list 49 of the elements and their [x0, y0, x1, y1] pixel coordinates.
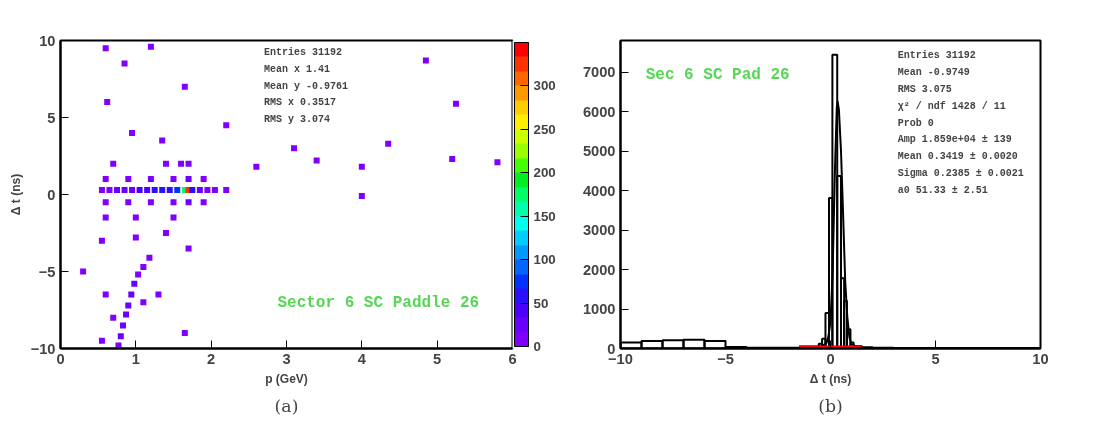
annotation: Entries 31192 — [897, 49, 976, 61]
y-tick-label: 5000 — [582, 143, 616, 160]
color-bar-label: 100 — [533, 252, 556, 268]
annotation: Sector 6 SC Paddle 26 — [277, 293, 480, 312]
color-bar-label: 250 — [533, 121, 556, 137]
x-tick-label: 1 — [131, 350, 140, 367]
x-tick-label: 10 — [1032, 350, 1049, 367]
annotation: Prob 0 — [897, 117, 934, 129]
x-tick-label: 0 — [826, 350, 835, 367]
y-tick-label: 1000 — [582, 301, 616, 318]
annotation: Mean x 1.41 — [263, 63, 330, 75]
annotation: a0 51.33 ± 2.51 — [897, 185, 988, 197]
y-tick-label: 3000 — [582, 222, 616, 239]
y-tick-label: −5 — [38, 263, 56, 280]
y-tick-label: 10 — [39, 32, 56, 49]
annotation: RMS x 0.3517 — [263, 97, 336, 109]
color-bar-label: 300 — [533, 78, 556, 94]
text: (a) — [274, 395, 299, 416]
text: (b) — [818, 395, 843, 416]
color-bar-label: 200 — [533, 165, 556, 181]
y-tick-label: 4000 — [582, 182, 616, 199]
x-axis-title: p (GeV) — [265, 371, 308, 386]
x-tick-label: 6 — [508, 350, 517, 367]
x-axis-title: Δ t (ns) — [809, 371, 852, 386]
annotation: χ² / ndf 1428 / 11 — [897, 100, 1006, 112]
x-tick-label: 5 — [433, 350, 442, 367]
y-tick-label: 7000 — [582, 64, 616, 81]
y-axis-title: Δ t (ns) — [8, 173, 23, 216]
color-bar-label: 0 — [533, 339, 541, 354]
x-tick-label: 4 — [357, 350, 367, 367]
y-tick-label: 5 — [47, 109, 56, 126]
annotation: Entries 31192 — [263, 46, 342, 58]
annotation: Amp 1.859e+04 ± 139 — [897, 134, 1012, 146]
annotation: Mean 0.3419 ± 0.0020 — [897, 151, 1018, 163]
annotation: Mean -0.9749 — [897, 66, 970, 78]
x-tick-label: −5 — [717, 350, 734, 367]
color-bar-label: 150 — [533, 208, 556, 224]
x-tick-label: 3 — [282, 350, 291, 367]
y-tick-label: 0 — [47, 186, 56, 203]
x-tick-label: 2 — [207, 350, 216, 367]
y-tick-label: 6000 — [582, 103, 616, 120]
annotation: Sigma 0.2385 ± 0.0021 — [897, 168, 1024, 180]
annotation: RMS y 3.074 — [263, 114, 330, 126]
x-tick-label: 5 — [931, 350, 940, 367]
annotation: RMS 3.075 — [897, 83, 952, 95]
color-bar-label: 50 — [533, 295, 549, 311]
annotation: Sec 6 SC Pad 26 — [645, 65, 790, 84]
y-tick-label: 2000 — [582, 261, 616, 278]
annotation: Mean y -0.9761 — [263, 80, 348, 92]
